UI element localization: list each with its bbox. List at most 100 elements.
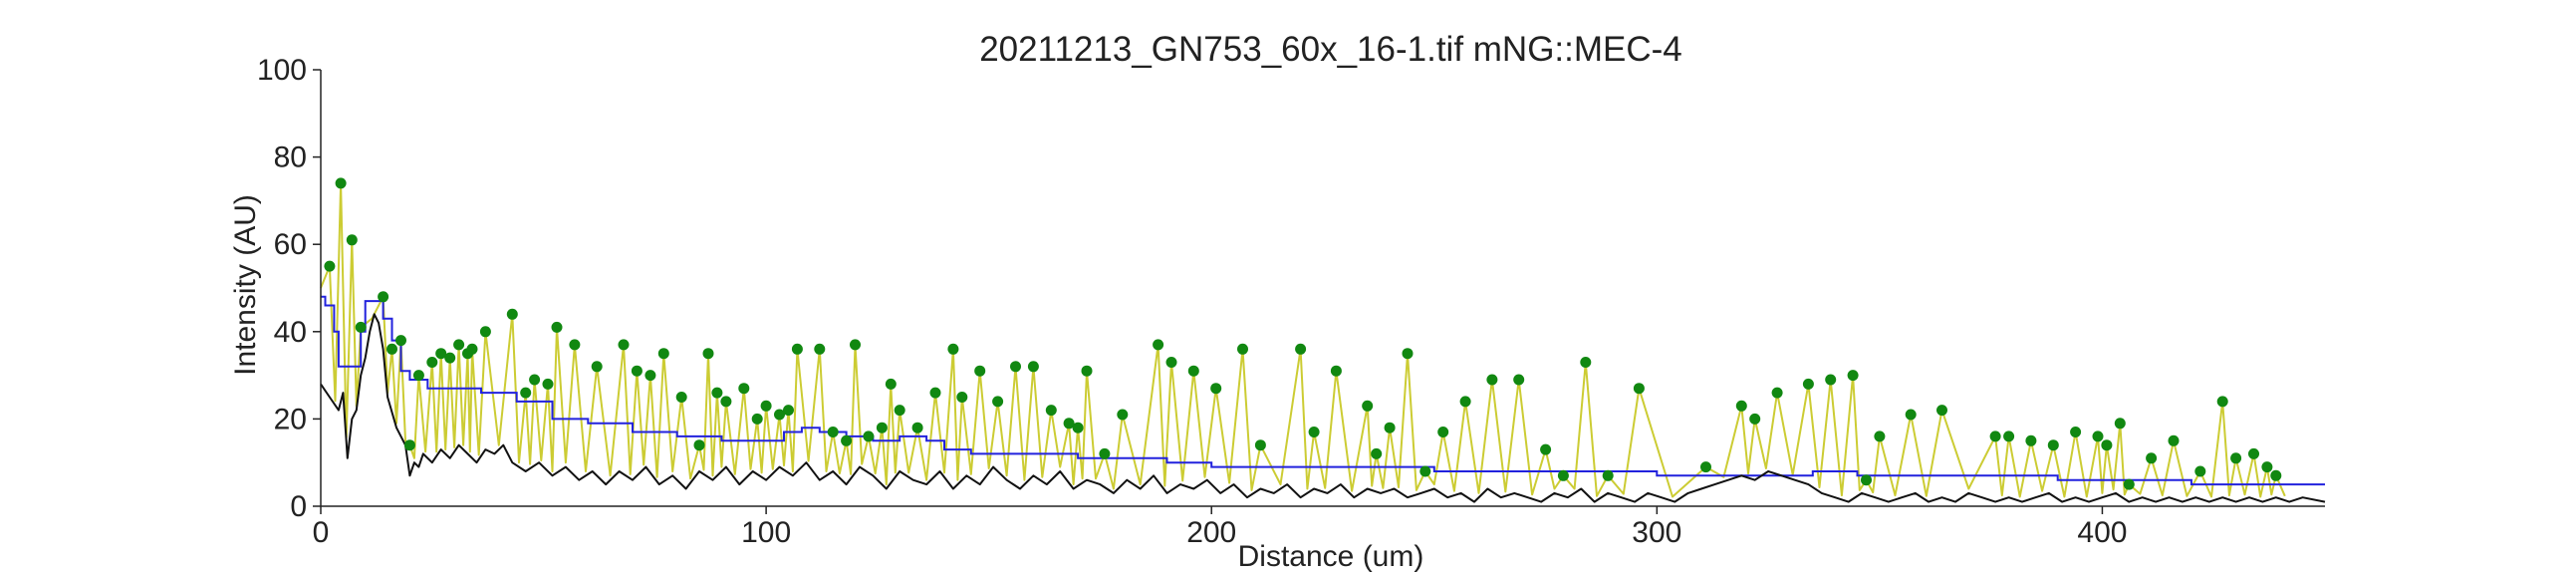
peak-point bbox=[894, 405, 905, 417]
peak-point bbox=[569, 339, 581, 351]
peak-point bbox=[435, 348, 447, 360]
y-tick-label: 20 bbox=[274, 403, 307, 435]
peak-point bbox=[1749, 413, 1761, 425]
peak-point bbox=[2101, 439, 2113, 451]
peak-point bbox=[346, 234, 358, 246]
peak-point bbox=[947, 343, 959, 355]
plot-area bbox=[320, 177, 2326, 503]
peak-point bbox=[693, 439, 705, 451]
peak-point bbox=[1771, 387, 1783, 399]
peak-point bbox=[1045, 405, 1057, 417]
peak-point bbox=[1735, 400, 1747, 412]
signal-line bbox=[320, 181, 2286, 498]
peak-point bbox=[2248, 447, 2259, 459]
peak-point bbox=[1700, 461, 1711, 473]
peak-point bbox=[520, 387, 532, 399]
peak-point bbox=[591, 361, 603, 373]
peak-point bbox=[378, 291, 389, 303]
y-tick-label: 40 bbox=[274, 316, 307, 349]
peak-point bbox=[1989, 430, 2001, 442]
peak-point bbox=[1540, 443, 1552, 455]
peak-point bbox=[885, 378, 897, 390]
y-tick-label: 100 bbox=[257, 54, 307, 87]
axes: 0 20 40 60 80 100 0 100 200 300 400 bbox=[257, 54, 2325, 549]
peak-point bbox=[2025, 434, 2037, 446]
x-tick-label: 100 bbox=[741, 516, 791, 549]
rolling-threshold-line bbox=[321, 295, 2325, 486]
peak-point bbox=[386, 343, 397, 355]
peak-point bbox=[1165, 357, 1177, 368]
peak-point bbox=[675, 392, 687, 403]
peak-point bbox=[827, 427, 839, 437]
peak-point bbox=[426, 357, 438, 368]
peak-point bbox=[453, 339, 465, 351]
peak-point bbox=[529, 374, 541, 386]
peak-point bbox=[974, 365, 986, 377]
x-tick-label: 200 bbox=[1186, 516, 1236, 549]
peak-point bbox=[1010, 361, 1021, 373]
peak-point bbox=[751, 413, 763, 425]
peak-point bbox=[355, 321, 367, 333]
peak-point bbox=[1384, 422, 1396, 433]
peak-point bbox=[1419, 465, 1431, 477]
peak-point bbox=[711, 387, 723, 399]
peak-point bbox=[2123, 478, 2135, 490]
peak-point bbox=[956, 392, 968, 403]
x-tick-label: 0 bbox=[313, 516, 330, 549]
peak-point bbox=[324, 260, 336, 272]
peak-point bbox=[1081, 365, 1093, 377]
peak-point bbox=[412, 370, 424, 382]
peak-point bbox=[2270, 469, 2282, 481]
peak-point bbox=[2092, 430, 2104, 442]
peak-point bbox=[760, 400, 772, 412]
peak-point bbox=[1861, 474, 1872, 486]
peak-point bbox=[644, 370, 656, 382]
peak-point bbox=[850, 339, 861, 351]
peak-point bbox=[1371, 447, 1383, 459]
peak-point bbox=[1254, 439, 1266, 451]
chart-title: 20211213_GN753_60x_16-1.tif mNG::MEC-4 bbox=[979, 30, 1682, 69]
peak-point bbox=[863, 430, 875, 442]
peak-point bbox=[1099, 447, 1111, 459]
peak-point bbox=[2003, 430, 2015, 442]
peak-point bbox=[1402, 348, 1414, 360]
x-axis-label: Distance (um) bbox=[1238, 540, 1424, 573]
peak-point bbox=[1063, 418, 1075, 430]
peak-point bbox=[1210, 383, 1222, 395]
peak-point bbox=[1874, 430, 1886, 442]
peak-point bbox=[911, 422, 923, 433]
peak-point bbox=[466, 343, 478, 355]
baseline-line bbox=[320, 313, 2326, 503]
x-tick-label: 300 bbox=[1632, 516, 1681, 549]
peak-point bbox=[1513, 374, 1525, 386]
peak-point bbox=[479, 326, 491, 338]
peak-point bbox=[506, 308, 518, 320]
peak-point bbox=[2230, 452, 2242, 464]
peak-point bbox=[1437, 427, 1449, 437]
peak-point bbox=[1362, 400, 1374, 412]
peak-point bbox=[2146, 452, 2158, 464]
peak-point bbox=[2216, 396, 2228, 408]
peak-point bbox=[876, 422, 888, 433]
y-tick-label: 80 bbox=[274, 142, 307, 174]
peak-point bbox=[1825, 374, 1837, 386]
peak-point bbox=[1633, 383, 1645, 395]
peak-point bbox=[1153, 339, 1164, 351]
peak-point bbox=[1295, 343, 1307, 355]
y-tick-label: 60 bbox=[274, 228, 307, 261]
peak-point bbox=[1486, 374, 1498, 386]
y-axis-label: Intensity (AU) bbox=[229, 194, 262, 376]
peak-point bbox=[1072, 422, 1084, 433]
peak-point bbox=[2194, 465, 2206, 477]
peak-point bbox=[1847, 370, 1859, 382]
y-tick-label: 0 bbox=[290, 490, 307, 523]
peak-point bbox=[1027, 361, 1039, 373]
peak-point bbox=[783, 405, 794, 417]
peak-point bbox=[1580, 357, 1592, 368]
peak-point bbox=[403, 439, 415, 451]
peak-point bbox=[1602, 469, 1614, 481]
peak-point bbox=[1187, 365, 1199, 377]
peak-point bbox=[1117, 409, 1129, 421]
x-tick-label: 400 bbox=[2077, 516, 2127, 549]
